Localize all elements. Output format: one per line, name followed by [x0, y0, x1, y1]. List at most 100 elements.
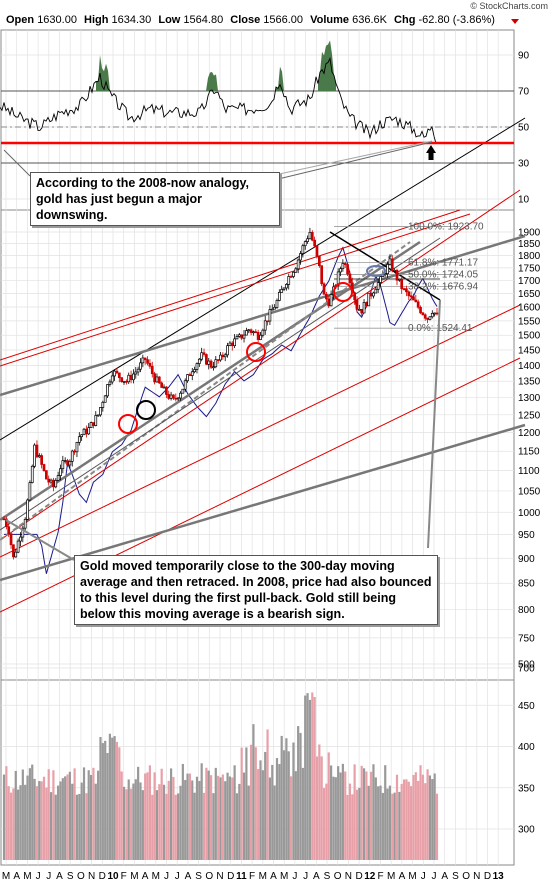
x-tick-label: A: [185, 871, 192, 882]
volume-bar: [52, 770, 55, 860]
candle-body: [273, 306, 276, 310]
volume-bar: [377, 786, 380, 860]
volume-bar: [101, 743, 104, 860]
candle-body: [176, 397, 180, 400]
candle-body: [37, 455, 41, 458]
header-stats: Open 1630.00 High 1634.30 Low 1564.80 Cl…: [6, 14, 495, 26]
volume-bar: [184, 780, 187, 860]
gray-trendline: [0, 423, 526, 582]
volume-bar: [419, 765, 422, 860]
volume-bar: [348, 783, 352, 860]
candle-body: [120, 377, 124, 383]
volume-bar: [289, 776, 293, 860]
candle-body: [261, 329, 265, 336]
rsi-tick-label: 30: [518, 159, 530, 170]
x-tick-label: F: [249, 871, 255, 882]
ma-annotation: Gold moved temporarily close to the 300-…: [74, 555, 438, 625]
candle-body: [30, 465, 34, 483]
candle-body: [226, 345, 229, 356]
x-tick-label: M: [2, 871, 10, 882]
candle-body: [341, 263, 345, 270]
candle-body: [306, 238, 309, 242]
candle-body: [263, 320, 267, 331]
price-tick-label: 1250: [518, 410, 541, 421]
volume-bar: [66, 774, 69, 860]
candle-body: [63, 460, 67, 462]
candle-body: [315, 245, 319, 257]
volume-bar: [17, 789, 20, 860]
candle-body: [85, 428, 88, 435]
candle-body: [160, 382, 164, 388]
candle-body: [132, 373, 135, 381]
candle-body: [115, 370, 119, 374]
candle-body: [186, 374, 189, 382]
volume-bar: [435, 793, 439, 860]
candle-body: [346, 264, 349, 275]
candle-body: [376, 282, 380, 290]
x-tick-label: O: [77, 871, 85, 882]
price-tick-label: 1900: [518, 228, 541, 239]
candle-body: [110, 375, 114, 383]
volume-bar: [421, 774, 424, 860]
volume-bar: [433, 773, 436, 860]
candle-body: [108, 381, 112, 385]
volume-bar: [424, 783, 427, 860]
candle-body: [372, 292, 375, 297]
black-trendline: [0, 117, 526, 441]
volume-bar: [7, 786, 10, 860]
volume-bar: [351, 794, 354, 860]
candle-body: [14, 551, 18, 558]
volume-bar: [372, 764, 375, 860]
volume-bar: [294, 771, 297, 860]
candle-body: [193, 369, 196, 373]
volume-bar: [160, 768, 163, 860]
volume-bar: [370, 771, 373, 860]
volume-bar: [209, 775, 213, 860]
candle-body: [435, 312, 439, 315]
price-tick-label: 1750: [518, 263, 541, 274]
watermark: © StockCharts.com: [470, 1, 548, 11]
volume-bar: [313, 697, 316, 860]
volume-bar: [172, 776, 175, 860]
volume-bar: [339, 772, 342, 860]
volume-bar: [417, 780, 420, 860]
candle-body: [169, 394, 173, 399]
volume-bar: [426, 769, 429, 860]
x-tick-label: M: [387, 871, 395, 882]
volume-bar: [181, 763, 184, 860]
price-tick-label: 1550: [518, 316, 541, 327]
up-arrow-icon: [426, 145, 436, 153]
x-tick-label: F: [377, 871, 383, 882]
highlight-circle: [246, 342, 266, 362]
price-tick-label: 900: [518, 554, 535, 565]
volume-bar: [141, 790, 144, 860]
candle-body: [303, 241, 307, 247]
x-tick-label: S: [324, 871, 331, 882]
volume-bar: [129, 788, 133, 860]
candle-body: [407, 291, 411, 297]
volume-bar: [87, 770, 90, 860]
volume-bar: [64, 776, 67, 860]
volume-bar: [332, 776, 335, 860]
volume-bar: [61, 778, 64, 860]
volume-bar: [400, 783, 403, 860]
rsi-tick-label: 10: [518, 195, 530, 206]
candle-body: [294, 268, 298, 273]
candle-body: [129, 374, 133, 381]
volume-bar: [402, 779, 406, 860]
volume-bar: [337, 766, 340, 860]
volume-bar: [344, 771, 347, 860]
volume-bar: [193, 792, 196, 860]
volume-bar: [12, 788, 15, 860]
candle-body: [89, 422, 93, 428]
volume-bar: [374, 777, 377, 860]
candle-body: [92, 422, 95, 426]
x-tick-label: A: [13, 871, 20, 882]
pointer-line: [5, 519, 75, 561]
volume-bar: [57, 785, 60, 860]
volume-bar: [5, 766, 8, 860]
volume-bar: [59, 781, 62, 860]
volume-bar: [146, 772, 149, 860]
volume-bar: [398, 791, 401, 860]
price-tick-label: 1100: [518, 466, 540, 477]
